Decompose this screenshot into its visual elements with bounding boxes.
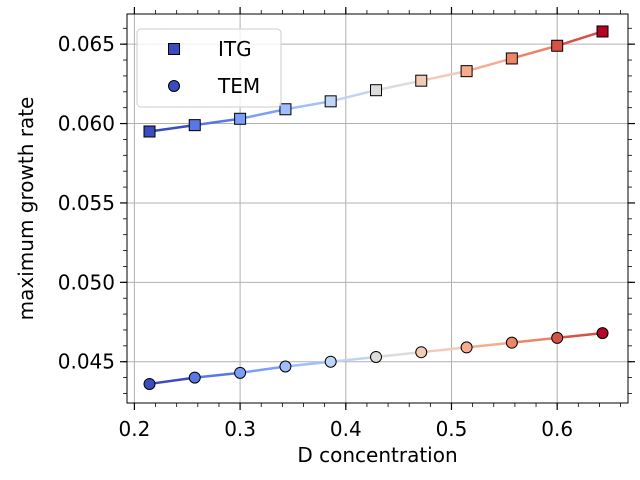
itg-line-segment [555, 30, 604, 48]
y-tick-label: 0.045 [58, 350, 115, 374]
plot-frame [126, 13, 629, 404]
tem-point [143, 377, 156, 390]
tick-labels: 0.2 0.3 0.4 0.5 0.6 0.045 0.050 0.055 0.060 0.065 [58, 32, 573, 441]
tem-point [370, 350, 383, 363]
itg-point [415, 74, 428, 87]
tem-line-segment [148, 376, 197, 386]
x-tick-label: 0.2 [118, 417, 150, 441]
tem-line-segment [284, 360, 332, 368]
x-tick-label: 0.6 [541, 417, 573, 441]
itg-point [188, 119, 201, 132]
tem-line-segment [238, 365, 287, 375]
tem-line-segment [465, 341, 514, 349]
ticks [120, 7, 635, 410]
itg-line-segment [148, 123, 197, 133]
tem-point [460, 341, 473, 354]
legend-label-itg: ITG [218, 37, 252, 61]
itg-point [234, 112, 247, 125]
itg-point [551, 39, 564, 52]
tem-point [596, 327, 609, 340]
y-tick-label: 0.065 [58, 32, 115, 56]
tem-line-segment [329, 355, 378, 363]
itg-line-segment [465, 57, 514, 73]
itg-line-segment [238, 108, 287, 121]
itg-point [143, 125, 156, 138]
tem-point [234, 366, 247, 379]
legend-marker-itg [168, 43, 180, 55]
itg-point [279, 103, 292, 116]
itg-line-segment [193, 117, 242, 127]
legend: ITG TEM [136, 28, 282, 108]
tem-point [279, 360, 292, 373]
itg-line-segment [284, 100, 332, 111]
itg-point [505, 52, 518, 65]
y-axis-title: maximum growth rate [14, 97, 38, 321]
x-tick-label: 0.5 [436, 417, 468, 441]
tem-point [505, 336, 518, 349]
tem-line-segment [420, 346, 468, 354]
tem-line-segment [555, 331, 604, 340]
itg-line-segment [420, 69, 468, 82]
itg-point [596, 25, 609, 38]
legend-marker-tem [168, 80, 180, 92]
itg-line-segment [329, 88, 378, 103]
y-tick-label: 0.055 [58, 191, 115, 215]
itg-point [460, 65, 473, 78]
tem-point [324, 355, 337, 368]
itg-point [370, 84, 383, 97]
x-tick-label: 0.4 [330, 417, 362, 441]
tem-line-segment [193, 371, 242, 379]
series-lines [148, 30, 604, 386]
legend-label-tem: TEM [217, 74, 260, 98]
tem-line-segment [510, 336, 559, 344]
x-tick-label: 0.3 [224, 417, 256, 441]
x-axis-title: D concentration [297, 443, 457, 467]
series-markers [143, 25, 609, 390]
itg-line-segment [510, 44, 559, 60]
tem-point [415, 346, 428, 359]
tem-point [551, 331, 564, 344]
tem-line-segment [374, 350, 423, 359]
y-tick-label: 0.050 [58, 270, 115, 294]
itg-point [324, 95, 337, 108]
y-tick-label: 0.060 [58, 112, 115, 136]
tem-point [188, 371, 201, 384]
itg-line-segment [374, 79, 423, 92]
